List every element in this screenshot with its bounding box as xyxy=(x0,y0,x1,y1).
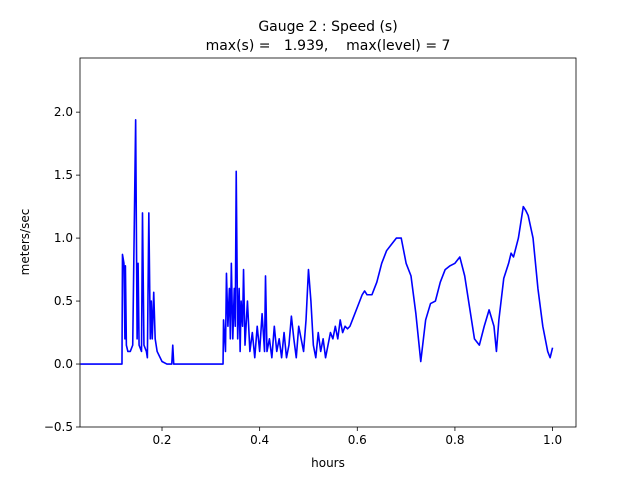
chart-subtitle: max(s) = 1.939, max(level) = 7 xyxy=(206,38,451,54)
y-tick-label: 0.0 xyxy=(54,357,73,371)
x-tick-label: 0.6 xyxy=(348,433,367,447)
y-tick-label: −0.5 xyxy=(44,420,73,434)
y-tick-label: 1.5 xyxy=(54,168,73,182)
y-axis-label: meters/sec xyxy=(18,209,32,276)
x-tick-label: 0.8 xyxy=(445,433,464,447)
y-tick-label: 0.5 xyxy=(54,294,73,308)
chart-title: Gauge 2 : Speed (s) xyxy=(258,19,397,35)
x-tick-label: 1.0 xyxy=(543,433,562,447)
x-axis-label: hours xyxy=(311,456,345,470)
plot-frame xyxy=(79,57,577,428)
x-tick-label: 0.2 xyxy=(152,433,171,447)
y-tick-label: 1.0 xyxy=(54,231,73,245)
y-tick-label: 2.0 xyxy=(54,105,73,119)
data-line xyxy=(80,119,554,365)
x-tick-label: 0.4 xyxy=(250,433,269,447)
